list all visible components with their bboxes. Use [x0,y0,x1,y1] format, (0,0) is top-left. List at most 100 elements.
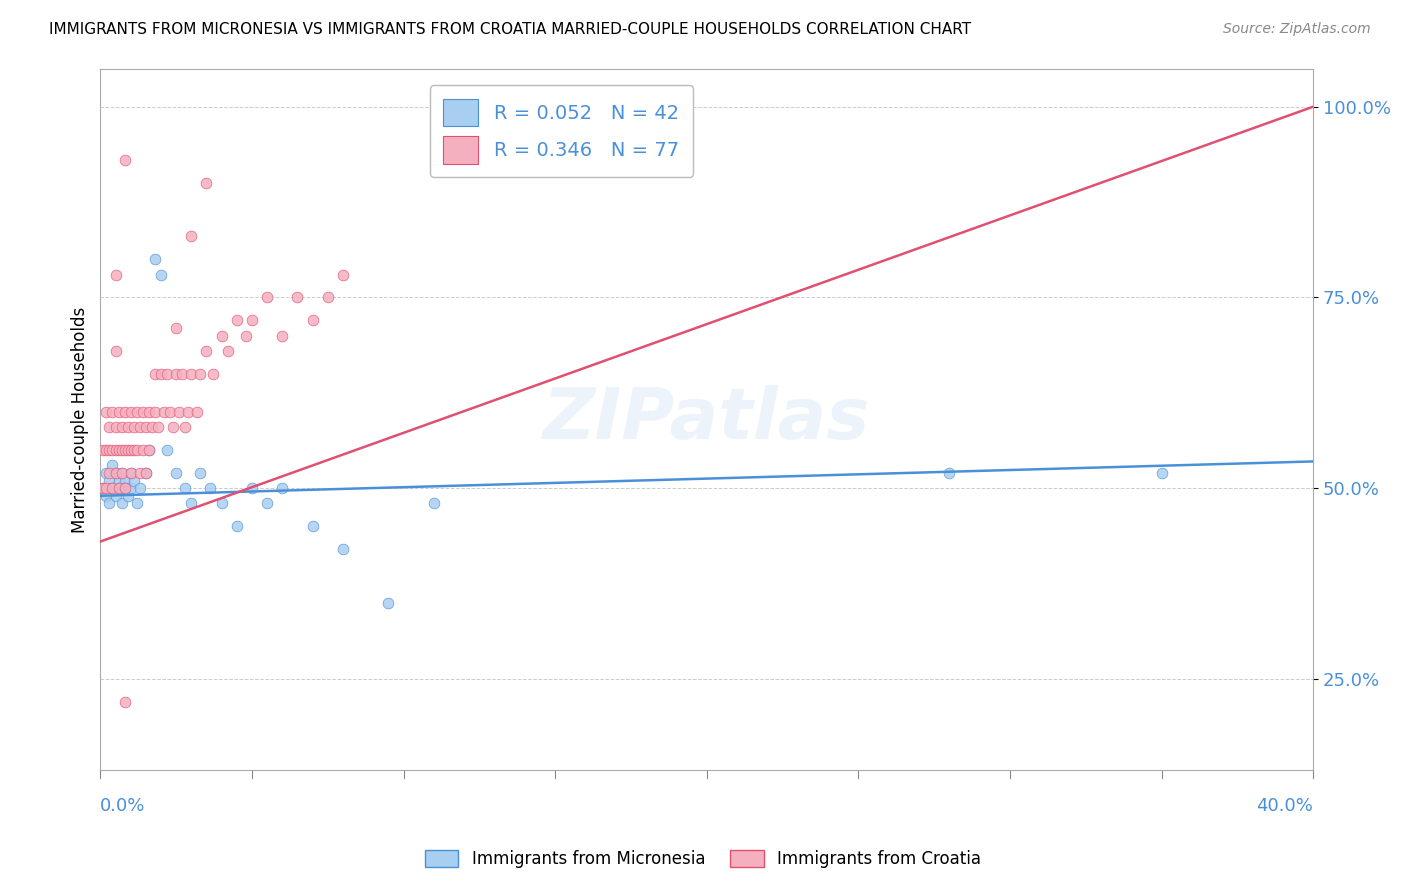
Point [138,442,160,457]
Point [240,481,263,495]
Legend: R = 0.052   N = 42, R = 0.346   N = 77: R = 0.052 N = 42, R = 0.346 N = 77 [430,86,693,178]
Point [377,596,399,610]
Point [135,466,157,480]
Point [117,420,139,434]
Point [107,481,129,495]
Point [98,474,121,488]
Point [180,496,202,510]
Point [120,481,142,495]
Point [117,442,139,457]
Point [104,466,127,480]
Point [128,466,150,480]
Point [114,442,136,457]
Text: 0.0%: 0.0% [100,797,146,815]
Point [256,496,278,510]
Point [107,474,129,488]
Point [101,458,124,473]
Point [150,367,173,381]
Legend: Immigrants from Micronesia, Immigrants from Croatia: Immigrants from Micronesia, Immigrants f… [419,843,987,875]
Point [195,343,218,358]
Point [165,367,187,381]
Point [423,496,446,510]
Point [938,466,960,480]
Point [235,328,257,343]
Point [104,442,127,457]
Point [96,442,118,457]
Point [110,466,132,480]
Point [110,496,132,510]
Point [132,405,155,419]
Point [301,519,323,533]
Point [101,405,124,419]
Point [122,474,145,488]
Point [128,420,150,434]
Point [110,466,132,480]
Point [135,466,157,480]
Point [240,313,263,327]
Point [198,481,221,495]
Text: 40.0%: 40.0% [1257,797,1313,815]
Point [104,489,127,503]
Point [271,328,294,343]
Point [132,442,155,457]
Point [114,481,136,495]
Point [225,519,247,533]
Text: Source: ZipAtlas.com: Source: ZipAtlas.com [1223,22,1371,37]
Point [120,442,142,457]
Point [141,420,163,434]
Point [120,405,142,419]
Point [143,367,166,381]
Point [156,367,179,381]
Point [98,496,121,510]
Point [122,420,145,434]
Point [117,489,139,503]
Text: IMMIGRANTS FROM MICRONESIA VS IMMIGRANTS FROM CROATIA MARRIED-COUPLE HOUSEHOLDS : IMMIGRANTS FROM MICRONESIA VS IMMIGRANTS… [49,22,972,37]
Point [143,405,166,419]
Point [107,442,129,457]
Point [101,442,124,457]
Point [96,489,118,503]
Point [107,405,129,419]
Point [107,481,129,495]
Point [114,481,136,495]
Point [110,442,132,457]
Point [165,466,187,480]
Point [256,290,278,304]
Point [138,405,160,419]
Point [93,442,115,457]
Point [190,466,212,480]
Point [96,466,118,480]
Point [110,420,132,434]
Point [190,367,212,381]
Point [93,481,115,495]
Point [93,481,115,495]
Point [177,405,200,419]
Point [332,268,354,282]
Point [98,442,121,457]
Point [96,405,118,419]
Point [225,313,247,327]
Point [180,229,202,244]
Point [162,420,184,434]
Point [195,176,218,190]
Point [211,496,233,510]
Point [332,542,354,557]
Point [104,420,127,434]
Point [271,481,294,495]
Point [167,405,190,419]
Point [186,405,208,419]
Point [101,481,124,495]
Point [138,442,160,457]
Point [156,442,179,457]
Point [165,321,187,335]
Point [114,153,136,167]
Point [217,343,239,358]
Point [150,268,173,282]
Point [125,496,148,510]
Point [135,420,157,434]
Point [101,481,124,495]
Text: ZIPatlas: ZIPatlas [543,385,870,454]
Point [125,405,148,419]
Point [172,367,194,381]
Point [114,474,136,488]
